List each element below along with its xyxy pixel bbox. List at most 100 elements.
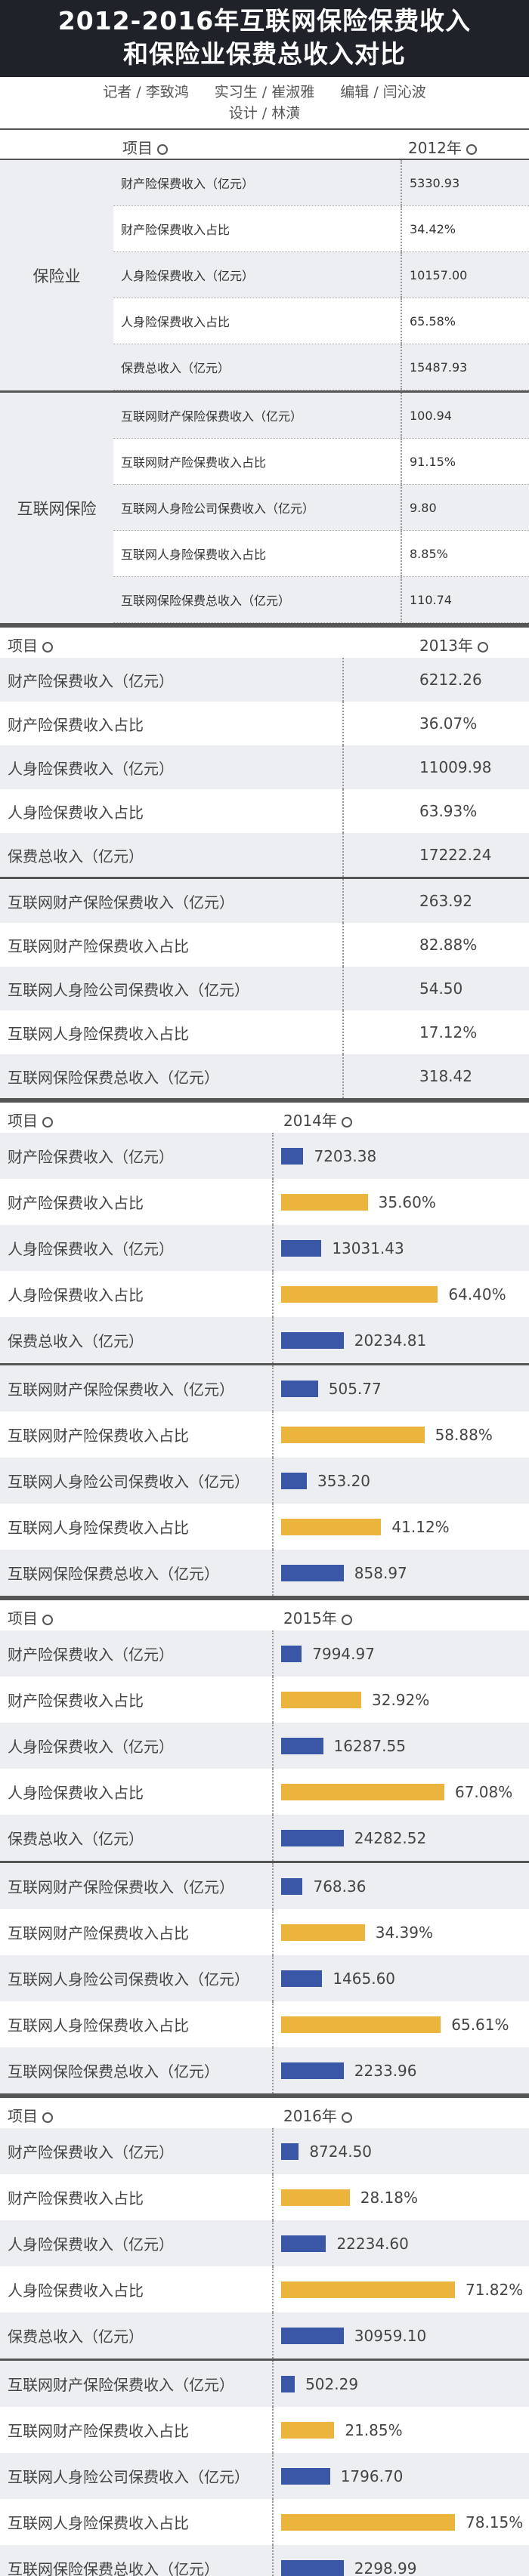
row-label: 互联网保险保费总收入（亿元） <box>0 1550 274 1596</box>
amount-bar <box>281 1380 318 1397</box>
table-row: 互联网财产保险保费收入（亿元） 100.94 <box>113 393 529 439</box>
amount-bar <box>281 1645 302 1662</box>
year-label: 2013年 <box>419 637 473 655</box>
bar-value: 32.92% <box>372 1690 430 1709</box>
row-value: 100.94 <box>401 393 529 438</box>
share-bar <box>281 1924 365 1941</box>
bar-cell: 34.39% <box>274 1924 529 1942</box>
bar-value: 353.20 <box>317 1471 371 1490</box>
group-label: 互联网保险 <box>0 393 113 623</box>
year-header: 2012年 <box>408 136 477 158</box>
table-row: 互联网人身险保费收入占比 17.12% <box>0 1010 529 1054</box>
group-insurance: 财产险保费收入（亿元） 8724.50 财产险保费收入占比 28.18% 人身险保费收入… <box>0 2128 529 2359</box>
table-row: 保费总收入（亿元） 24282.52 <box>0 1815 529 1861</box>
bar-cell: 64.40% <box>274 1285 529 1303</box>
bar-value: 64.40% <box>448 1285 506 1303</box>
amount-bar <box>281 2375 295 2392</box>
bar-cell: 30959.10 <box>274 2327 529 2345</box>
bar-cell: 24282.52 <box>274 1829 529 1847</box>
amount-bar <box>281 2062 344 2079</box>
bar-value: 78.15% <box>466 2513 524 2531</box>
bar-value: 30959.10 <box>354 2326 427 2345</box>
group-insurance: 保险业 财产险保费收入（亿元） 5330.93 财产险保费收入占比 34.42% 人身险… <box>0 160 529 390</box>
bar-cell: 7994.97 <box>274 1645 529 1663</box>
row-value: 11009.98 <box>419 758 492 776</box>
bar-value: 16287.55 <box>333 1736 406 1755</box>
credit-intern: 实习生 / 崔淑雅 <box>214 84 315 100</box>
table-row: 人身险保费收入（亿元） 11009.98 <box>0 745 529 789</box>
bar-cell: 858.97 <box>274 1564 529 1582</box>
bar-year-sections: 项目 2014年财产险保费收入（亿元） 7203.38 财产险保费收入占比 35.60%… <box>0 1103 529 2576</box>
year-header: 2015年 <box>283 1606 352 1628</box>
amount-bar <box>281 2235 326 2252</box>
credit-editor: 编辑 / 闫沁波 <box>340 84 426 100</box>
year-header: 2013年 <box>419 634 488 656</box>
table-row: 财产险保费收入占比 28.18% <box>0 2174 529 2220</box>
item-header: 项目 <box>8 634 53 656</box>
year-header: 2016年 <box>283 2104 352 2126</box>
row-label: 互联网人身险保费收入占比 <box>0 1504 274 1550</box>
table-row: 财产险保费收入（亿元） 5330.93 <box>113 160 529 206</box>
credit-reporter: 记者 / 李致鸿 <box>103 84 189 100</box>
divider <box>0 390 529 393</box>
circle-icon <box>157 143 168 155</box>
row-label: 互联网财产险保费收入占比 <box>0 2407 274 2453</box>
row-value: 5330.93 <box>401 160 529 205</box>
item-header: 项目 <box>8 1606 53 1628</box>
table-row: 财产险保费收入占比 36.07% <box>0 702 529 745</box>
year-label: 2012年 <box>408 139 462 157</box>
row-value: 10157.00 <box>401 252 529 298</box>
table-row: 互联网人身险保费收入占比 65.61% <box>0 2001 529 2047</box>
group-internet-insurance: 互联网财产保险保费收入（亿元） 502.29 互联网财产险保费收入占比 21.85% 互… <box>0 2361 529 2576</box>
table-row: 互联网财产险保费收入占比 58.88% <box>0 1411 529 1458</box>
row-label: 人身险保费收入占比 <box>0 1271 274 1317</box>
row-label: 互联网财产险保费收入占比 <box>0 923 344 967</box>
share-bar <box>281 2016 441 2033</box>
bar-cell: 78.15% <box>274 2513 529 2531</box>
amount-bar <box>281 1472 308 1489</box>
divider <box>0 1363 529 1365</box>
table-row: 保费总收入（亿元） 20234.81 <box>0 1317 529 1363</box>
table-row: 财产险保费收入占比 32.92% <box>0 1677 529 1723</box>
row-label: 人身险保费收入（亿元） <box>0 1723 274 1769</box>
year-label: 2016年 <box>283 2107 337 2125</box>
circle-icon <box>42 1614 53 1625</box>
row-label: 财产险保费收入（亿元） <box>0 1630 274 1677</box>
row-label: 财产险保费收入占比 <box>0 1179 274 1225</box>
table-row: 人身险保费收入占比 71.82% <box>0 2266 529 2312</box>
item-label: 项目 <box>8 1609 38 1627</box>
row-label: 互联网保险保费总收入（亿元） <box>0 1054 344 1098</box>
row-label: 互联网人身险保费收入占比 <box>0 2001 274 2047</box>
circle-icon <box>42 1116 53 1128</box>
bar-cell: 505.77 <box>274 1380 529 1398</box>
year-section: 项目 2016年 财产险保费收入（亿元） 8724.50 财产险保费收入占比 28.18%… <box>0 2098 529 2576</box>
row-value: 54.50 <box>419 979 463 998</box>
bar-cell: 2233.96 <box>274 2062 529 2080</box>
bar-cell: 1796.70 <box>274 2467 529 2485</box>
bar-cell: 13031.43 <box>274 1239 529 1257</box>
bar-value: 41.12% <box>391 1517 450 1536</box>
row-label: 互联网财产保险保费收入（亿元） <box>0 1863 274 1909</box>
row-label: 互联网人身险公司保费收入（亿元） <box>0 1458 274 1504</box>
share-bar <box>281 1518 382 1535</box>
row-label: 互联网保险保费总收入（亿元） <box>0 2545 274 2576</box>
table-row: 互联网保险保费总收入（亿元） 2233.96 <box>0 2047 529 2093</box>
table-row: 人身险保费收入占比 65.58% <box>113 298 529 344</box>
year-label: 2014年 <box>283 1112 337 1130</box>
bar-value: 21.85% <box>345 2420 403 2439</box>
table-row: 互联网人身险保费收入占比 78.15% <box>0 2499 529 2545</box>
table-row: 互联网保险保费总收入（亿元） 2298.99 <box>0 2545 529 2576</box>
table-row: 财产险保费收入（亿元） 6212.26 <box>0 658 529 702</box>
bar-cell: 21.85% <box>274 2421 529 2439</box>
group-label: 保险业 <box>0 160 113 390</box>
row-label: 保费总收入（亿元） <box>0 2312 274 2359</box>
table-row: 互联网人身险公司保费收入（亿元） 54.50 <box>0 967 529 1010</box>
row-value: 17.12% <box>419 1023 478 1041</box>
bar-cell: 35.60% <box>274 1193 529 1211</box>
divider <box>0 1098 529 1103</box>
bar-value: 7203.38 <box>314 1146 377 1165</box>
row-label: 互联网人身险保费收入占比 <box>0 2499 274 2545</box>
row-label: 保费总收入（亿元） <box>0 1815 274 1861</box>
row-label: 互联网保险保费总收入（亿元） <box>113 577 401 622</box>
